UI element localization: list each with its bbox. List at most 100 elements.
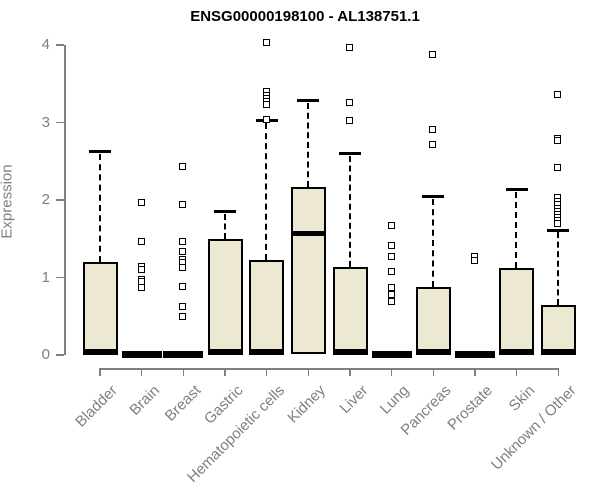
outlier-hematopoietic-cells bbox=[262, 38, 270, 46]
x-axis-line bbox=[99, 368, 560, 370]
outlier-pancreas bbox=[429, 140, 437, 148]
x-tick bbox=[557, 368, 560, 376]
x-tick bbox=[307, 368, 310, 376]
outlier-breast bbox=[179, 282, 187, 290]
outlier-lung bbox=[387, 241, 395, 249]
x-tick bbox=[140, 368, 143, 376]
x-tick bbox=[432, 368, 435, 376]
box-liver bbox=[332, 266, 368, 355]
chart-title: ENSG00000198100 - AL138751.1 bbox=[190, 8, 420, 25]
outlier-breast bbox=[179, 247, 187, 255]
outlier-prostate bbox=[471, 257, 479, 265]
y-tick bbox=[56, 199, 64, 201]
outlier-lung bbox=[387, 283, 395, 291]
median-hematopoietic-cells bbox=[249, 349, 285, 356]
y-tick-label: 0 bbox=[41, 346, 50, 363]
x-tick-label-prostate: Prostate bbox=[444, 382, 497, 434]
outlier-breast bbox=[179, 237, 187, 245]
outlier-unknown-other bbox=[554, 90, 562, 98]
outlier-pancreas bbox=[429, 126, 437, 134]
y-axis-line bbox=[64, 45, 66, 355]
outlier-unknown-other bbox=[554, 137, 562, 145]
box-unknown-other bbox=[540, 304, 576, 355]
flatbar-breast bbox=[163, 351, 204, 358]
x-tick bbox=[265, 368, 268, 376]
x-tick bbox=[390, 368, 393, 376]
y-tick bbox=[56, 121, 64, 124]
flatbar-lung bbox=[371, 351, 412, 358]
whisker-cap-pancreas bbox=[422, 195, 445, 199]
whisker-kidney bbox=[307, 102, 310, 187]
whisker-pancreas bbox=[432, 198, 435, 287]
box-bladder bbox=[82, 262, 118, 355]
box-gastric bbox=[207, 238, 243, 355]
outlier-liver bbox=[346, 99, 354, 107]
median-skin bbox=[499, 349, 535, 356]
x-tick bbox=[515, 368, 518, 376]
outlier-brain bbox=[137, 284, 145, 292]
y-tick bbox=[56, 44, 64, 46]
box-hematopoietic-cells bbox=[249, 260, 285, 355]
y-tick-label: 3 bbox=[41, 113, 50, 131]
box-pancreas bbox=[415, 286, 451, 355]
flatbar-prostate bbox=[455, 351, 496, 358]
outlier-breast bbox=[179, 302, 187, 310]
x-tick bbox=[349, 368, 351, 376]
outlier-lung bbox=[387, 252, 395, 260]
whisker-gastric bbox=[223, 213, 226, 239]
whisker-bladder bbox=[98, 153, 101, 262]
outlier-hematopoietic-cells bbox=[262, 101, 270, 109]
whisker-cap-unknown-other bbox=[547, 228, 570, 232]
outlier-unknown-other bbox=[554, 164, 562, 172]
y-tick-label: 4 bbox=[41, 36, 50, 53]
y-axis-title: Expression bbox=[0, 164, 16, 239]
median-kidney bbox=[290, 230, 326, 236]
outlier-liver bbox=[346, 116, 354, 124]
outlier-hematopoietic-cells bbox=[262, 116, 270, 124]
outlier-breast bbox=[179, 264, 187, 272]
x-tick-label-liver: Liver bbox=[336, 382, 372, 418]
outlier-breast bbox=[179, 200, 187, 208]
y-tick bbox=[56, 354, 64, 356]
median-bladder bbox=[82, 349, 118, 356]
flatbar-brain bbox=[121, 351, 162, 358]
x-tick-label-lung: Lung bbox=[377, 382, 413, 418]
outlier-unknown-other bbox=[554, 220, 562, 228]
x-tick bbox=[474, 368, 476, 376]
whisker-skin bbox=[515, 191, 518, 269]
median-gastric bbox=[207, 349, 243, 356]
whisker-cap-gastric bbox=[214, 210, 236, 214]
outlier-pancreas bbox=[429, 51, 437, 59]
x-tick bbox=[99, 368, 101, 376]
median-unknown-other bbox=[540, 349, 576, 356]
outlier-brain bbox=[137, 237, 145, 245]
whisker-unknown-other bbox=[557, 232, 560, 305]
outlier-breast bbox=[179, 162, 187, 170]
outlier-breast bbox=[179, 313, 187, 321]
outlier-brain bbox=[137, 265, 145, 273]
whisker-cap-skin bbox=[505, 188, 528, 192]
y-tick-label: 2 bbox=[41, 191, 50, 208]
whisker-cap-bladder bbox=[89, 150, 111, 154]
y-tick bbox=[56, 276, 64, 279]
whisker-liver bbox=[348, 155, 351, 267]
x-tick-label-skin: Skin bbox=[505, 382, 538, 415]
outlier-lung bbox=[387, 268, 395, 276]
x-tick-label-brain: Brain bbox=[125, 382, 163, 419]
whisker-cap-liver bbox=[339, 152, 362, 155]
outlier-liver bbox=[346, 44, 354, 52]
outlier-lung bbox=[387, 291, 395, 299]
median-liver bbox=[332, 349, 368, 356]
x-tick bbox=[182, 368, 185, 376]
outlier-lung bbox=[387, 222, 395, 230]
box-kidney bbox=[290, 186, 326, 355]
x-tick-label-breast: Breast bbox=[161, 382, 205, 425]
whisker-hematopoietic-cells bbox=[265, 122, 268, 261]
x-tick-label-kidney: Kidney bbox=[284, 382, 330, 427]
box-skin bbox=[499, 268, 535, 355]
y-tick-label: 1 bbox=[41, 268, 50, 286]
x-tick-label-bladder: Bladder bbox=[72, 382, 122, 431]
median-pancreas bbox=[415, 349, 451, 356]
outlier-brain bbox=[137, 199, 145, 207]
